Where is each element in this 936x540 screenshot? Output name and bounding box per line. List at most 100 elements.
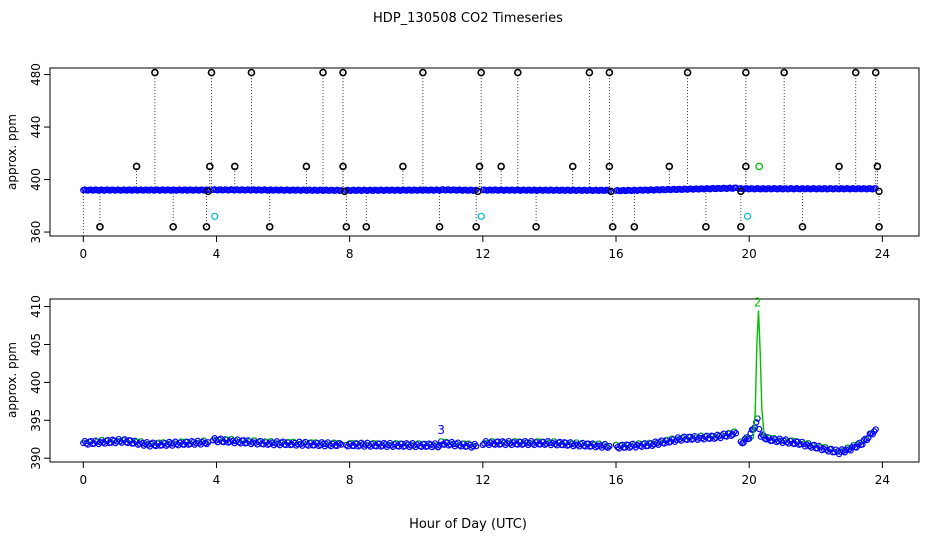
- outlier-point-mid: [339, 162, 347, 171]
- outlier-point-high: [780, 68, 788, 77]
- series-point: [815, 442, 823, 450]
- outlier-point-mid: [665, 162, 674, 171]
- y-tick-label: 390: [29, 447, 43, 470]
- outlier-point-high: [683, 68, 692, 77]
- outlier-point-mid: [835, 162, 843, 171]
- x-tick-label: 16: [608, 247, 623, 261]
- outlier-point-mid: [302, 162, 311, 171]
- outlier-point-high: [477, 68, 485, 77]
- baseline-point: [472, 186, 480, 194]
- x-tick-label: 4: [213, 473, 221, 487]
- plot-frame: [49, 67, 920, 237]
- series-point: [803, 441, 810, 448]
- segment-end-point: [607, 187, 615, 196]
- outlier-point-mid: [132, 162, 141, 171]
- outlier-point-high: [419, 68, 427, 77]
- outlier-point-low: [630, 223, 639, 231]
- x-tick-label: 0: [79, 473, 87, 487]
- chart-title: HDP_130508 CO2 Timeseries: [373, 11, 563, 26]
- outlier-point-high: [585, 68, 594, 77]
- outlier-point-mid: [605, 162, 614, 171]
- series-point: [732, 429, 740, 437]
- y-tick-label: 400: [29, 371, 43, 394]
- segment-end-point: [737, 187, 745, 196]
- outlier-point-high: [605, 68, 614, 77]
- series-point: [203, 440, 210, 448]
- y-tick-label: 395: [29, 409, 43, 432]
- series-point: [715, 433, 723, 440]
- segment-end-point: [340, 187, 349, 196]
- series-point: [862, 435, 869, 443]
- outlier-point-mid: [399, 162, 407, 171]
- outlier-point-high: [207, 68, 216, 77]
- bottom-panel: approx. ppm 0 4 8 12 16 20 24 390 395 400 405 410 3 2: [5, 295, 920, 487]
- outlier-point-mid: [873, 162, 882, 171]
- outlier-point-high: [319, 68, 327, 77]
- y-tick-label: 440: [29, 116, 43, 139]
- outlier-point-low: [472, 223, 480, 231]
- outlier-point-high: [871, 68, 880, 77]
- y-axis-label: approx. ppm: [5, 342, 19, 418]
- y-tick-label: 480: [29, 63, 43, 86]
- series-point: [653, 439, 661, 447]
- outlier-point-low: [702, 223, 710, 231]
- outlier-point-mid: [475, 162, 484, 171]
- outlier-point-high: [247, 68, 256, 77]
- y-tick-label: 410: [29, 295, 43, 318]
- x-tick-label: 0: [79, 247, 87, 261]
- series-point: [752, 419, 760, 426]
- series-point: [649, 442, 656, 449]
- x-tick-label: 4: [213, 247, 221, 261]
- outlier-point-low: [608, 223, 617, 231]
- outlier-point-low: [265, 223, 274, 231]
- outlier-point-low: [737, 223, 745, 231]
- outlier-point-low: [362, 223, 371, 231]
- outlier-point-mid: [497, 162, 505, 171]
- outlier-point-low: [96, 223, 104, 231]
- x-tick-label: 16: [608, 473, 623, 487]
- outlier-point-high: [513, 68, 522, 77]
- segment-end-point: [204, 187, 212, 196]
- outlier-point-low: [169, 223, 177, 231]
- y-tick-label: 400: [29, 168, 43, 191]
- outlier-point-high: [851, 68, 860, 77]
- green-trace: [752, 310, 765, 440]
- outlier-point-mid: [568, 162, 577, 171]
- x-tick-label: 24: [875, 473, 890, 487]
- outlier-point-high: [151, 68, 159, 77]
- x-tick-label: 24: [875, 247, 890, 261]
- outlier-point-high: [742, 68, 750, 77]
- cyan-point: [211, 212, 219, 220]
- series-point: [820, 445, 827, 452]
- series-point: [740, 439, 747, 446]
- segment-end-point: [474, 187, 482, 196]
- x-tick-label: 20: [742, 473, 757, 487]
- outlier-point-low: [202, 223, 211, 231]
- series-point: [872, 426, 879, 433]
- series-point: [336, 440, 344, 447]
- cyan-point: [743, 212, 752, 220]
- y-axis-label: approx. ppm: [5, 114, 19, 190]
- outlier-point-low: [798, 223, 807, 231]
- x-tick-label: 20: [742, 247, 757, 261]
- point-label: 3: [437, 423, 445, 437]
- green-point: [755, 162, 764, 171]
- outlier-point-low: [435, 223, 444, 231]
- x-tick-label: 8: [346, 473, 354, 487]
- outlier-point-low: [875, 223, 883, 231]
- outlier-point-mid: [742, 162, 750, 171]
- cyan-point: [477, 212, 485, 220]
- x-tick-label: 12: [475, 247, 490, 261]
- outlier-point-low: [342, 223, 351, 231]
- series-point: [472, 442, 480, 450]
- y-tick-label: 405: [29, 333, 43, 356]
- outlier-point-mid: [206, 162, 214, 171]
- series-point: [755, 425, 763, 433]
- x-tick-label: 8: [346, 247, 354, 261]
- outlier-point-mid: [230, 162, 239, 171]
- segment-end-point: [875, 187, 883, 196]
- x-axis-label: Hour of Day (UTC): [409, 517, 527, 532]
- x-tick-label: 12: [475, 473, 490, 487]
- plot-frame: [49, 298, 920, 463]
